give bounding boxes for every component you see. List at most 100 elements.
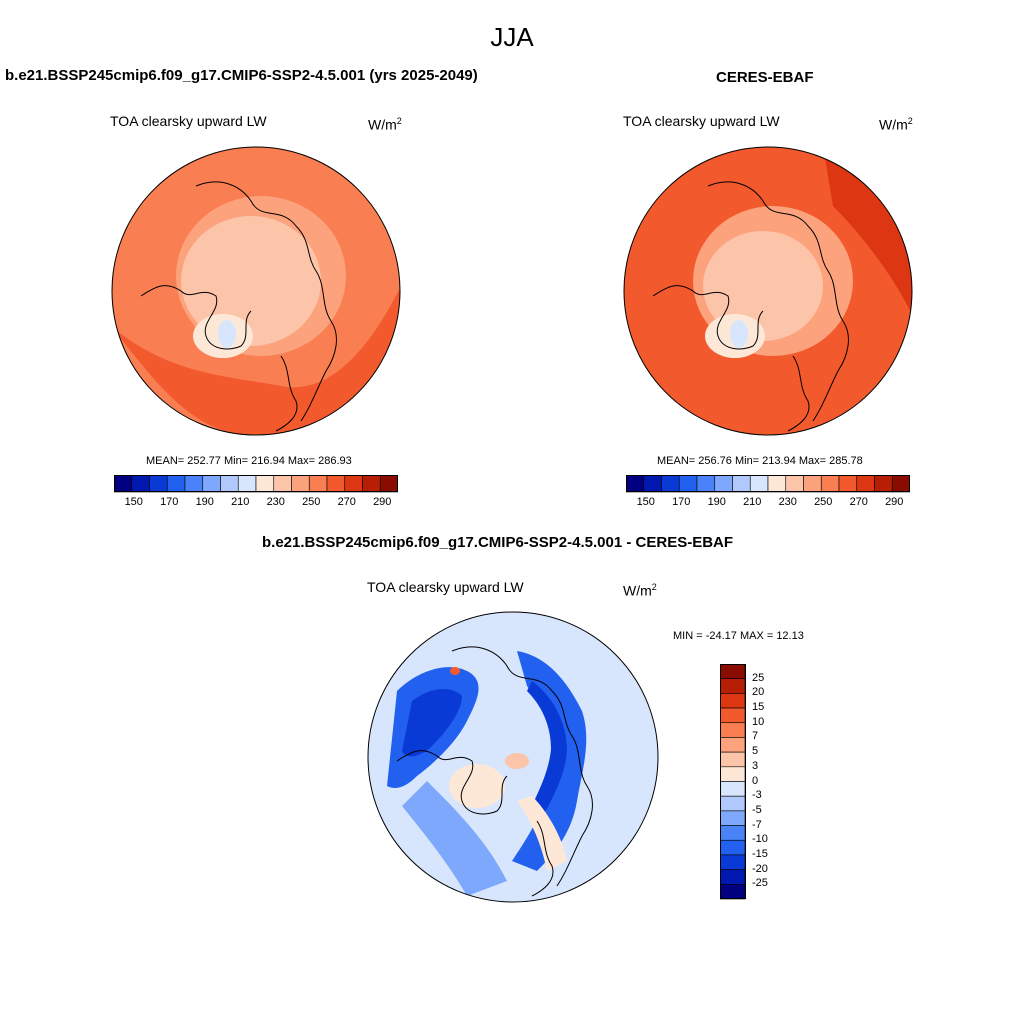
colorbar-swatch (626, 475, 645, 493)
moderate-anomaly-atlantic (402, 781, 507, 896)
colorbar-swatch (720, 664, 746, 679)
warm-anomaly-alaska (450, 667, 460, 675)
panel-2-variable-label: TOA clearsky upward LW (623, 113, 780, 129)
panel-3-colorbar (720, 664, 746, 900)
colorbar-swatch (785, 475, 804, 493)
panel-1-colorbar-labels: 150 170 190 210 230 250 270 290 (116, 496, 400, 510)
colorbar-tick-label: 230 (266, 496, 285, 508)
colorbar-swatch (820, 475, 840, 493)
colorbar-tick-label: -25 (752, 877, 768, 890)
panel-2-title: CERES-EBAF (716, 69, 814, 86)
colorbar-swatch (749, 475, 769, 493)
colorbar-swatch (720, 869, 746, 885)
colorbar-swatch (891, 475, 910, 493)
colorbar-tick-label: 270 (849, 496, 868, 508)
cold-region-inner (703, 231, 823, 341)
colorbar-swatch (720, 825, 746, 841)
colorbar-swatch (720, 678, 746, 694)
colorbar-tick-label: -7 (752, 818, 762, 831)
coastline-america (140, 285, 252, 350)
colorbar-tick-label: -3 (752, 789, 762, 802)
map-border (111, 146, 401, 436)
colorbar-tick-label: 250 (814, 496, 833, 508)
colorbar-tick-label: 230 (778, 496, 797, 508)
colorbar-swatch (714, 475, 733, 493)
colorbar-tick-label: 150 (636, 496, 655, 508)
panel-1-units: W/m2 (368, 116, 402, 133)
panel-2-polar-map (623, 146, 913, 436)
colorbar-tick-label: 270 (337, 496, 356, 508)
colorbar-tick-label: 250 (302, 496, 321, 508)
colorbar-swatch (326, 475, 346, 493)
panel-3-title: b.e21.BSSP245cmip6.f09_g17.CMIP6-SSP2-4.… (262, 534, 734, 551)
cold-anomaly-asia (512, 651, 587, 871)
colorbar-tick-label: 10 (752, 715, 765, 728)
greenland-coldest-region (730, 320, 748, 348)
colorbar-swatch (720, 693, 746, 709)
colorbar-tick-label: 5 (752, 745, 759, 758)
colorbar-tick-label: 210 (743, 496, 762, 508)
colorbar-swatch (720, 781, 746, 797)
cold-anomaly-america-core (402, 689, 462, 757)
panel-1-title: b.e21.BSSP245cmip6.f09_g17.CMIP6-SSP2-4.… (5, 67, 478, 84)
colorbar-swatch (720, 795, 746, 812)
coastline-europe (275, 355, 298, 432)
colorbar-swatch (720, 751, 746, 768)
panel-3-colorbar-labels: 25 20 15 10 7 5 3 0 -3 -5 -7 -10 -15 -20 -25 (752, 664, 792, 900)
colorbar-tick-label: -20 (752, 862, 768, 875)
colorbar-swatch (220, 475, 239, 493)
colorbar-tick-label: -10 (752, 833, 768, 846)
colorbar-swatch (643, 475, 662, 493)
panel-3-stats: MIN = -24.17 MAX = 12.13 (673, 630, 804, 642)
colorbar-swatch (291, 475, 310, 493)
colorbar-swatch (856, 475, 875, 493)
colorbar-tick-label: 190 (707, 496, 726, 508)
panel-1-polar-map (111, 146, 401, 436)
colorbar-tick-label: 20 (752, 686, 765, 699)
colorbar-tick-label: 290 (373, 496, 392, 508)
colorbar-swatch (273, 475, 292, 493)
colorbar-tick-label: 290 (885, 496, 904, 508)
colorbar-swatch (184, 475, 204, 493)
coastline-asia (707, 181, 849, 422)
colorbar-swatch (202, 475, 221, 493)
panel-2-colorbar-labels: 150 170 190 210 230 250 270 290 (628, 496, 912, 510)
panel-3-units: W/m2 (623, 582, 657, 599)
colorbar-swatch (720, 839, 746, 856)
colorbar-swatch (732, 475, 751, 493)
coastline-america (396, 750, 508, 815)
panel-1-stats: MEAN= 252.77 Min= 216.94 Max= 286.93 (146, 455, 352, 467)
colorbar-swatch (874, 475, 893, 493)
colorbar-swatch (379, 475, 398, 493)
panel-2-colorbar (626, 475, 910, 493)
panel-1-variable-label: TOA clearsky upward LW (110, 113, 267, 129)
coastline-asia (195, 181, 337, 422)
panel-2-stats: MEAN= 256.76 Min= 213.94 Max= 285.78 (657, 455, 863, 467)
colorbar-swatch (166, 475, 186, 493)
coastline-europe (787, 355, 810, 432)
colorbar-tick-label: 25 (752, 671, 765, 684)
colorbar-tick-label: -5 (752, 803, 762, 816)
coastline-asia (451, 646, 593, 887)
colorbar-swatch (237, 475, 257, 493)
colorbar-swatch (803, 475, 822, 493)
colorbar-swatch (838, 475, 858, 493)
colorbar-tick-label: 7 (752, 730, 759, 743)
colorbar-swatch (362, 475, 381, 493)
colorbar-tick-label: 15 (752, 701, 765, 714)
colorbar-swatch (678, 475, 698, 493)
colorbar-tick-label: 170 (160, 496, 179, 508)
warm-anomaly-pole (505, 753, 529, 769)
colorbar-tick-label: 3 (752, 759, 759, 772)
warm-anomaly-greenland (449, 764, 505, 808)
colorbar-swatch (308, 475, 328, 493)
warm-band (112, 286, 400, 435)
colorbar-swatch (767, 475, 787, 493)
colorbar-swatch (720, 737, 746, 753)
colorbar-swatch (661, 475, 680, 493)
map-border (623, 146, 913, 436)
colorbar-swatch (131, 475, 150, 493)
colorbar-swatch (720, 707, 746, 724)
colorbar-swatch (720, 722, 746, 738)
figure-title: JJA (490, 22, 534, 52)
